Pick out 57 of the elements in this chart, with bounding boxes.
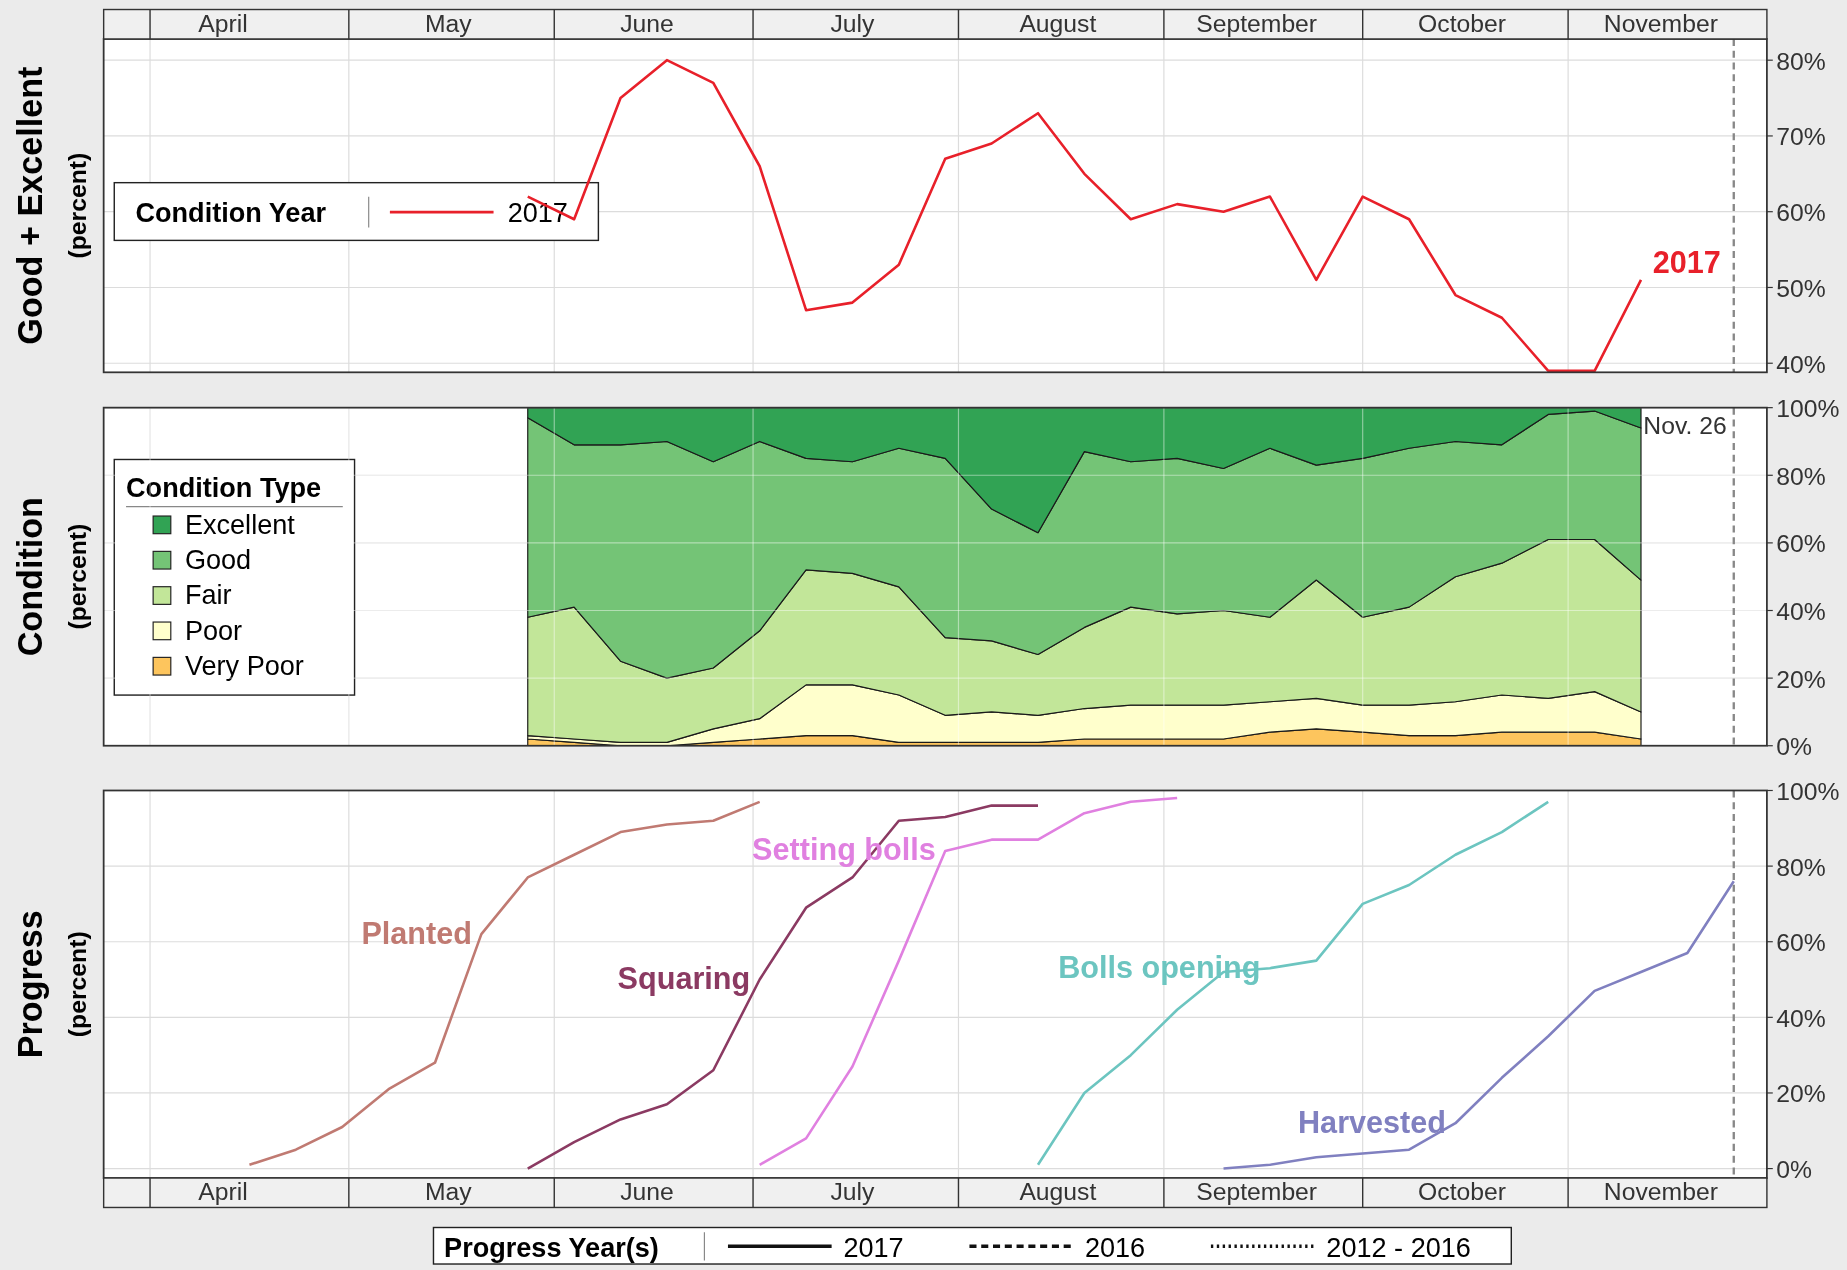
y-tick-label: 80% [1776,462,1826,490]
y-tick-label: 0% [1776,1156,1813,1183]
legend-label: Poor [184,614,243,646]
text: 2016 [1084,1231,1146,1263]
x-tick-label: April [198,1178,248,1206]
text: 2017 [1652,244,1721,279]
x-tick-label: April [198,9,248,37]
y-axis-title: Progress [11,910,50,1059]
y-axis-title: Condition [11,497,50,657]
x-tick-label: November [1603,9,1718,37]
legend-title: Condition Year [135,196,327,228]
text: (percent) [63,931,91,1038]
x-tick-label: October [1418,9,1507,37]
y-tick-label: 40% [1776,350,1826,378]
y-tick-label: 20% [1776,665,1826,693]
text: (percent) [63,523,91,630]
x-tick-label: June [620,9,674,37]
series-label: Bolls opening [1058,949,1261,985]
x-tick-label: June [620,1178,674,1206]
ref-line-label: Nov. 26 [1643,411,1727,439]
y-tick-label: 80% [1776,47,1826,75]
y-tick-label: 70% [1776,123,1826,151]
x-tick-label: September [1196,1178,1318,1206]
x-tick-label: July [830,9,876,37]
y-tick-label: 50% [1776,274,1826,302]
series-label: Harvested [1298,1104,1447,1139]
x-tick-label: August [1019,1178,1097,1206]
x-tick-label: May [424,9,473,37]
series-label: Planted [361,915,472,950]
y-tick-label: 100% [1776,395,1840,423]
y-tick-label: 80% [1776,853,1826,881]
legend-title: Progress Year(s) [444,1231,659,1263]
y-tick-label: 60% [1776,530,1826,558]
x-tick-label: October [1418,1178,1507,1206]
legend-label: 2017 [507,196,568,228]
legend-label: Very Poor [184,650,304,682]
x-tick-label: July [830,1178,876,1206]
text: 2017 [843,1231,904,1263]
y-tick-label: 60% [1776,199,1826,227]
x-tick-label: August [1019,9,1097,37]
legend-label: Excellent [184,508,296,540]
text: 2012 - 2016 [1326,1231,1471,1263]
legend-label: Good [184,544,252,576]
y-axis-title: Good + Excellent [11,66,50,345]
y-tick-label: 40% [1776,597,1826,625]
series-label: Squaring [617,960,751,996]
x-tick-label: November [1603,1178,1718,1206]
y-tick-label: 0% [1776,733,1813,761]
y-tick-label: 40% [1776,1004,1826,1032]
legend-title: Condition Type [126,472,322,504]
x-tick-label: September [1196,9,1318,37]
y-tick-label: 100% [1776,777,1840,805]
y-tick-label: 60% [1776,929,1826,957]
text: (percent) [63,152,91,259]
legend-label: Fair [184,579,232,611]
x-tick-label: May [424,1178,473,1206]
y-tick-label: 20% [1776,1080,1826,1108]
